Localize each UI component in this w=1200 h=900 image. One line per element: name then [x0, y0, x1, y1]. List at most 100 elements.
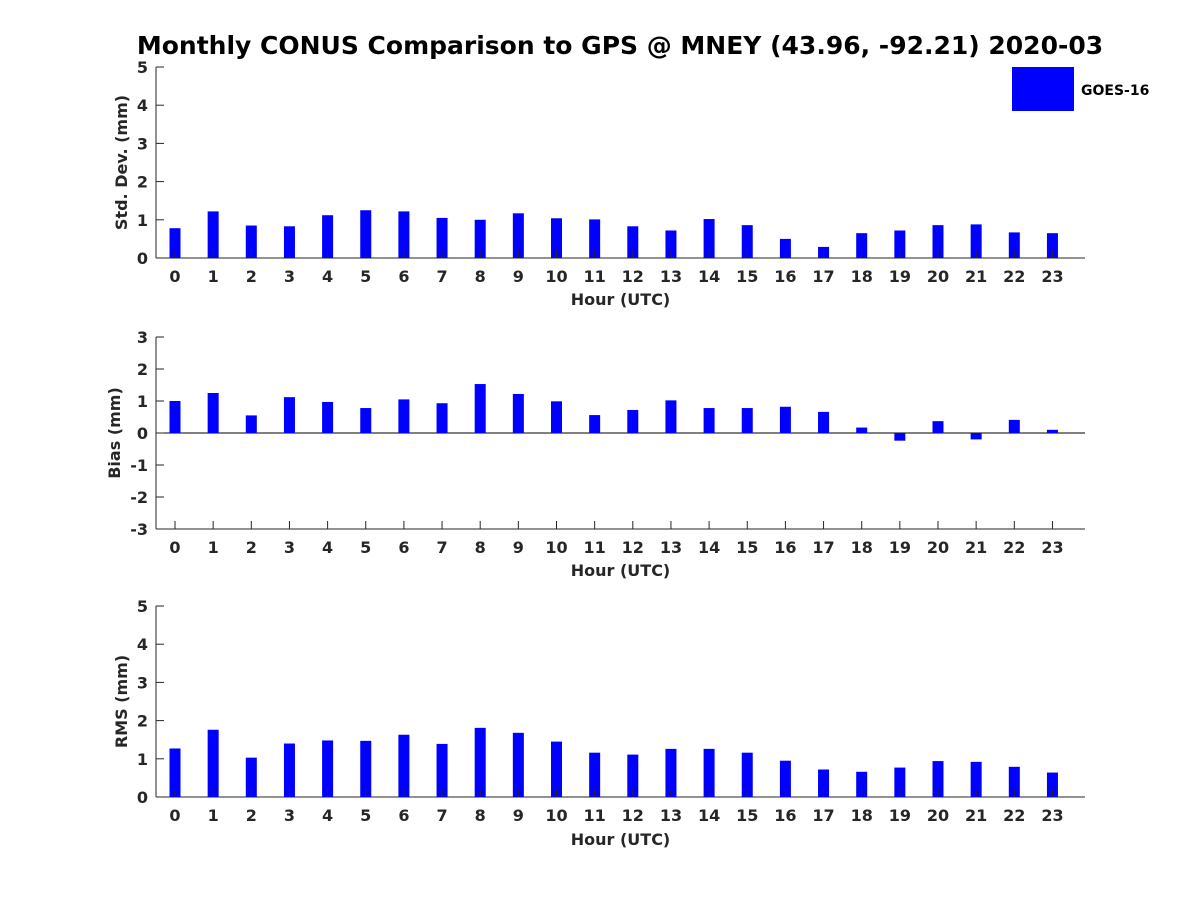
std-dev-y-tick-label: 0	[137, 249, 148, 268]
rms-x-tick-label: 3	[284, 806, 295, 825]
rms-bar	[818, 769, 830, 797]
std-dev-bar	[283, 226, 295, 258]
std-dev-x-tick-label: 22	[1003, 267, 1025, 286]
std-dev-bar	[779, 238, 791, 258]
rms-x-tick-label: 9	[513, 806, 524, 825]
legend-label: GOES-16	[1081, 83, 1149, 99]
std-dev-bar	[1008, 232, 1020, 258]
std-dev-x-tick-label: 5	[360, 267, 371, 286]
bias-bar	[665, 400, 677, 433]
bias-y-tick-label: 3	[137, 328, 148, 347]
bias-x-tick-label: 2	[246, 538, 257, 557]
std-dev-bar	[551, 218, 562, 258]
bias-bar	[436, 403, 448, 433]
bias-x-tick-label: 3	[284, 538, 295, 557]
std-dev-x-tick-label: 4	[322, 267, 333, 286]
std-dev-x-tick-label: 19	[889, 267, 911, 286]
rms-x-tick-label: 11	[584, 806, 606, 825]
rms-bar	[894, 767, 906, 797]
rms-bar	[436, 743, 448, 797]
rms-y-axis-label: RMS (mm)	[112, 655, 131, 748]
rms-x-tick-label: 15	[736, 806, 758, 825]
std-dev-x-tick-label: 23	[1041, 267, 1063, 286]
bias-x-tick-label: 16	[774, 538, 796, 557]
rms-bar	[932, 761, 944, 797]
bias-x-tick-label: 7	[436, 538, 447, 557]
std-dev-bar	[589, 219, 601, 258]
std-dev-x-tick-label: 11	[584, 267, 606, 286]
std-dev-bar	[474, 219, 486, 258]
rms-y-tick-label: 4	[137, 635, 148, 654]
bias-x-tick-label: 9	[513, 538, 524, 557]
rms-x-tick-label: 22	[1003, 806, 1025, 825]
rms-x-tick-label: 17	[812, 806, 834, 825]
rms-x-tick-label: 12	[622, 806, 644, 825]
bias-x-tick-label: 13	[660, 538, 682, 557]
bias-x-tick-label: 11	[584, 538, 606, 557]
bias-x-axis-label: Hour (UTC)	[571, 561, 671, 580]
std-dev-x-tick-label: 17	[812, 267, 834, 286]
std-dev-x-tick-label: 7	[436, 267, 447, 286]
std-dev-bar	[627, 226, 639, 258]
bias-x-tick-label: 15	[736, 538, 758, 557]
bias-y-tick-label: -2	[130, 488, 148, 507]
rms-bar	[551, 741, 562, 797]
std-dev-bar	[245, 225, 257, 258]
std-dev-bar	[436, 217, 448, 258]
std-dev-bar	[512, 213, 524, 258]
bias-x-tick-label: 21	[965, 538, 987, 557]
rms-x-tick-label: 0	[169, 806, 180, 825]
bias-x-tick-label: 18	[851, 538, 873, 557]
std-dev-bar	[932, 225, 944, 258]
bias-x-tick-label: 10	[545, 538, 567, 557]
std-dev-bar	[665, 230, 677, 258]
std-dev-x-tick-label: 13	[660, 267, 682, 286]
rms-y-tick-label: 1	[137, 750, 148, 769]
bias-bar	[512, 393, 524, 433]
std-dev-bar	[398, 211, 410, 258]
rms-x-tick-label: 14	[698, 806, 720, 825]
rms-y-tick-label: 3	[137, 673, 148, 692]
rms-x-tick-label: 2	[246, 806, 257, 825]
rms-x-tick-label: 7	[436, 806, 447, 825]
std-dev-x-tick-label: 0	[169, 267, 180, 286]
rms-x-tick-label: 1	[208, 806, 219, 825]
rms-x-tick-label: 10	[545, 806, 567, 825]
bias-x-tick-label: 20	[927, 538, 949, 557]
bias-x-tick-label: 5	[360, 538, 371, 557]
std-dev-bar	[970, 224, 982, 258]
std-dev-x-tick-label: 18	[851, 267, 873, 286]
std-dev-bar	[207, 211, 219, 258]
bias-bar	[169, 401, 181, 433]
legend: GOES-16	[1012, 67, 1149, 111]
rms-bar	[245, 757, 257, 797]
rms-bar	[512, 732, 524, 797]
bias-y-tick-label: -1	[130, 456, 148, 475]
std-dev-x-tick-label: 16	[774, 267, 796, 286]
bias-x-tick-label: 1	[208, 538, 219, 557]
bias-bar	[818, 411, 830, 433]
bias-bar	[627, 409, 639, 433]
legend-swatch	[1012, 67, 1074, 111]
rms-bar	[970, 761, 982, 797]
rms-bar	[589, 752, 601, 797]
std-dev-x-tick-label: 15	[736, 267, 758, 286]
std-dev-x-tick-label: 3	[284, 267, 295, 286]
rms-x-tick-label: 4	[322, 806, 333, 825]
rms-x-tick-label: 13	[660, 806, 682, 825]
bias-x-tick-label: 6	[398, 538, 409, 557]
bias-bar	[703, 408, 715, 433]
bias-bar	[741, 408, 753, 433]
rms-bar	[703, 748, 715, 797]
std-dev-bar	[741, 225, 753, 258]
std-dev-bar	[1046, 233, 1058, 258]
std-dev-y-tick-label: 4	[137, 96, 148, 115]
bias-x-tick-label: 12	[622, 538, 644, 557]
bias-bar	[779, 406, 791, 433]
bias-x-tick-label: 23	[1041, 538, 1063, 557]
std-dev-y-tick-label: 5	[137, 58, 148, 77]
